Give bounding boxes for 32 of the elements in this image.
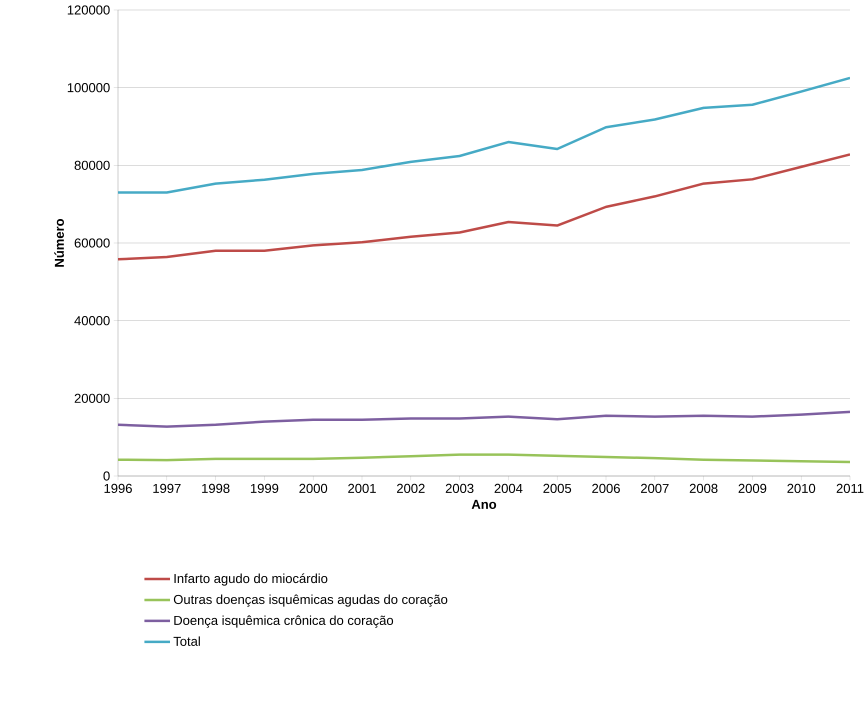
y-tick-label: 40000 — [74, 316, 110, 326]
y-tick-label: 100000 — [68, 83, 110, 92]
x-tick-label: 2002 — [397, 484, 425, 494]
x-axis-title: Ano — [472, 500, 496, 509]
legend-label: Total — [174, 636, 200, 646]
line-series — [118, 410, 850, 428]
x-tick-label: 2006 — [592, 484, 620, 494]
line-series — [118, 153, 850, 261]
y-tick-label: 60000 — [74, 238, 110, 248]
y-tick-label: 20000 — [74, 394, 110, 403]
y-tick-label: 80000 — [74, 160, 110, 170]
x-tick-label: 1997 — [153, 484, 181, 494]
x-tick-label: 2010 — [787, 484, 816, 494]
x-tick-label: 2004 — [494, 484, 522, 494]
x-tick-label: 2001 — [348, 484, 376, 494]
x-tick-label: 1998 — [202, 484, 230, 494]
x-tick-label: 2003 — [446, 484, 474, 494]
legend-label: Doença isquêmica crônica do coração — [174, 615, 394, 628]
x-tick-label: 1999 — [250, 484, 278, 494]
x-tick-label: 2005 — [543, 484, 572, 494]
y-tick-label: 120000 — [68, 5, 110, 15]
x-tick-label: 2011 — [836, 484, 864, 494]
legend-label: Infarto agudo do miocárdio — [174, 573, 328, 586]
y-axis-title: Número — [54, 218, 64, 267]
y-tick-label: 0 — [103, 471, 110, 481]
x-tick-label: 2000 — [299, 484, 328, 494]
x-tick-label: 2009 — [738, 484, 766, 494]
x-tick-label: 2008 — [690, 484, 718, 494]
line-series — [118, 76, 850, 194]
legend-label: Outras doenças isquêmicas agudas do coração — [174, 594, 448, 607]
x-tick-label: 1996 — [104, 484, 132, 494]
x-tick-label: 2007 — [641, 484, 669, 494]
